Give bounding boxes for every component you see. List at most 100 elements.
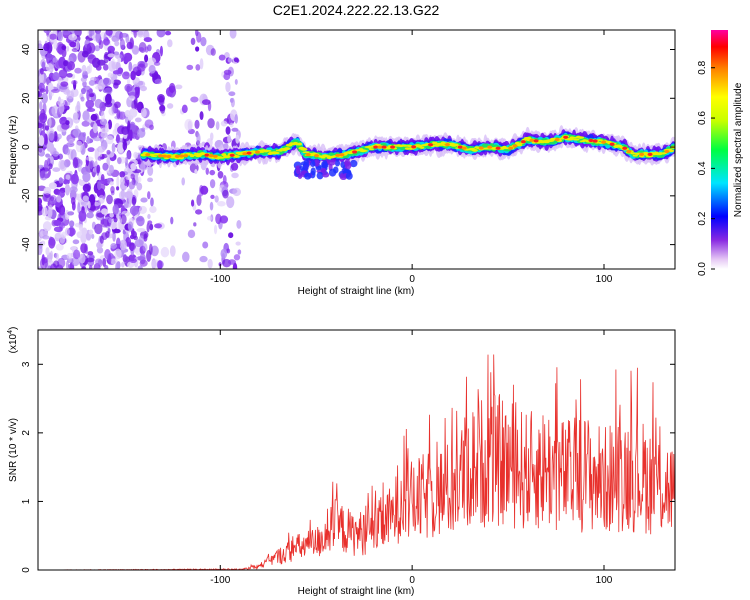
spectrogram-noise-cell xyxy=(71,79,78,85)
spectrogram-peak-cell xyxy=(444,143,450,147)
spectrogram-noise-cell xyxy=(215,213,222,225)
spectrogram-noise-cell xyxy=(231,172,239,179)
spectrogram-noise-cell xyxy=(108,164,114,174)
spectrogram-noise-cell xyxy=(196,31,202,43)
spectrogram-noise-cell xyxy=(122,140,128,151)
spectrogram-noise-cell xyxy=(231,127,239,132)
colorbar-gradient xyxy=(711,30,728,269)
spectrogram-noise-cell xyxy=(67,61,76,71)
spectrogram-ridge-cell xyxy=(514,141,520,145)
spectrogram-peak-cell xyxy=(622,146,628,150)
spectrogram-noise-cell xyxy=(85,156,94,161)
spectrogram-noise-cell xyxy=(78,223,83,232)
spectrogram-noise-cell xyxy=(128,61,133,72)
figure-title: C2E1.2024.222.22.13.G22 xyxy=(273,2,440,18)
spectrogram-noise-cell xyxy=(87,54,97,64)
spectrogram-noise-cell xyxy=(100,110,105,122)
spectrogram-noise-cell xyxy=(116,261,121,269)
spectrogram-noise-cell xyxy=(140,107,147,118)
spectrogram-noise-cell xyxy=(209,179,216,189)
spectrogram-noise-cell xyxy=(157,93,165,103)
snr-ticks: -100 0 100 0 1 2 3 xyxy=(21,330,675,586)
spectrogram-noise-cell xyxy=(88,30,95,37)
spectrogram-noise-cell xyxy=(218,54,226,61)
spectrogram-noise-cell xyxy=(227,134,232,144)
spectrogram-noise-cell xyxy=(129,242,135,252)
spectrogram-noise-cell xyxy=(234,79,238,85)
spectrogram-noise-cell xyxy=(84,260,88,265)
spectrogram-noise-cell xyxy=(42,193,52,202)
spectrogram-noise-cell xyxy=(116,186,120,191)
spectrogram-peak-cell xyxy=(520,140,526,144)
spectrogram-noise-cell xyxy=(215,121,220,131)
spectrogram-noise-cell xyxy=(104,87,113,94)
spectrogram-noise-cell xyxy=(129,205,139,216)
spectrogram-noise-cell xyxy=(196,132,201,145)
spectrogram-noise-cell xyxy=(233,57,239,63)
spectrogram-ridge-cell xyxy=(322,172,330,178)
spectrogram-ylabel: Frequency (Hz) xyxy=(8,116,19,185)
spectrogram-noise-cell xyxy=(201,99,211,106)
spectrogram-noise-cell xyxy=(81,64,87,73)
spectrogram-peak-cell xyxy=(373,145,379,149)
spectrogram-ridge-cell xyxy=(576,136,585,139)
spectrogram-noise-cell xyxy=(136,215,145,227)
spectrogram-noise-cell xyxy=(136,182,143,191)
spectrogram-noise-cell xyxy=(133,151,139,159)
colorbar-tick-label: 0.4 xyxy=(697,161,708,175)
spectrogram-ridge-cell xyxy=(300,147,308,151)
spectrogram-noise-cell xyxy=(109,181,114,186)
spectrogram-ridge-cell xyxy=(314,159,320,167)
spectrogram-noise-cell xyxy=(132,132,137,140)
spectrogram-panel: -100 0 100 -40 -20 0 20 40 Height of straight l… xyxy=(8,29,676,297)
spectrogram-noise-cell xyxy=(102,162,109,171)
spectrogram-noise-cell xyxy=(102,38,111,46)
spectrogram-noise-cell xyxy=(78,253,86,264)
spectrogram-noise-cell xyxy=(91,233,95,239)
spectrogram-noise-cell xyxy=(55,243,64,251)
spectrogram-noise-cell xyxy=(202,241,209,249)
spectrogram-peak-cell xyxy=(179,154,185,158)
spectrogram-noise-cell xyxy=(68,138,74,144)
spectrogram-noise-cell xyxy=(97,59,106,66)
spectrogram-ridge-cell xyxy=(366,145,372,149)
spectrogram-noise-cell xyxy=(88,92,95,98)
spectrogram-noise-cell xyxy=(51,88,60,93)
spectrogram-noise-cell xyxy=(48,117,52,128)
spectrogram-noise-cell xyxy=(49,33,57,40)
spectrogram-noise-cell xyxy=(39,101,43,111)
spectrogram-xtick-label: 0 xyxy=(409,274,415,285)
spectrogram-noise-cell xyxy=(111,103,115,115)
spectrogram-noise-cell xyxy=(99,235,104,244)
spectrogram-noise-cell xyxy=(127,261,135,268)
spectrogram-ridge-cell xyxy=(273,151,280,155)
spectrogram-noise-cell xyxy=(45,153,51,158)
spectrogram-ridge-cell xyxy=(349,159,358,168)
spectrogram-noise-cell xyxy=(229,97,234,103)
snr-xtick-label: 100 xyxy=(596,575,613,586)
spectrogram-noise-cell xyxy=(104,101,113,108)
spectrogram-ridge-cell xyxy=(523,136,532,140)
spectrogram-noise-cell xyxy=(117,215,122,227)
spectrogram-noise-cell xyxy=(144,119,154,129)
spectrogram-noise-cell xyxy=(110,185,115,194)
spectrogram-peak-cell xyxy=(377,145,383,149)
spectrogram-noise-cell xyxy=(116,109,121,120)
spectrogram-noise-cell xyxy=(229,30,237,39)
spectrogram-ridge-cell xyxy=(232,155,240,158)
spectrogram-noise-cell xyxy=(229,122,234,128)
spectrogram-peak-cell xyxy=(588,138,594,143)
spectrogram-noise-cell xyxy=(82,80,87,88)
snr-xtick-label: 0 xyxy=(409,575,415,586)
spectrogram-noise-cell xyxy=(219,215,229,224)
spectrogram-noise-cell xyxy=(90,113,98,121)
spectrogram-noise-cell xyxy=(66,252,73,260)
spectrogram-noise-cell xyxy=(82,195,89,202)
spectrogram-ridge-cell xyxy=(303,159,310,166)
spectrogram-noise-cell xyxy=(200,185,209,195)
spectrogram-noise-cell xyxy=(199,111,204,121)
spectrogram-noise-cell xyxy=(76,100,81,112)
spectrogram-noise-cell xyxy=(85,257,95,263)
spectrogram-noise-cell xyxy=(81,120,90,127)
spectrogram-noise-cell xyxy=(209,132,214,141)
